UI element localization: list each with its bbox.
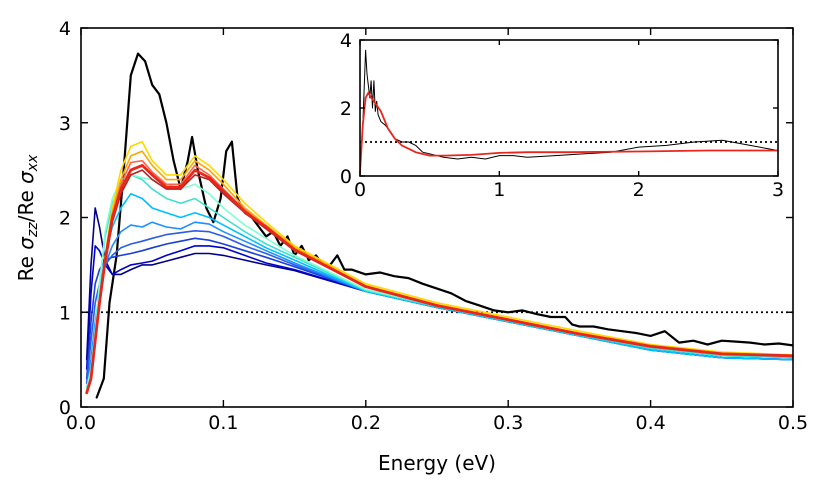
main-series-c11: [85, 159, 793, 394]
main-x-tick-label: 0.0: [66, 412, 96, 434]
main-series-calc: [85, 163, 793, 395]
main-y-tick-label: 3: [59, 113, 71, 135]
y-label-part: Re: [14, 250, 38, 282]
y-axis-label: Re σzz/Re σxx: [14, 154, 41, 281]
y-label-part: xx: [25, 154, 41, 172]
main-series-c8: [85, 174, 793, 389]
y-label-part: σ: [14, 170, 38, 184]
inset-series-group: [360, 49, 778, 174]
inset-background: [360, 40, 778, 176]
main-x-tick-label: 0.5: [778, 412, 808, 434]
main-series-c10: [85, 150, 793, 394]
main-x-tick-label: 0.4: [635, 412, 665, 434]
main-y-tick-label: 0: [59, 397, 71, 419]
main-x-tick-label: 0.2: [351, 412, 381, 434]
main-plot: 0.0 0.1 0.2 0.3 0.4 0.5 0 1 2 3 4: [59, 18, 808, 434]
y-label-part: zz: [25, 222, 41, 238]
inset-y-tick-label: 2: [340, 98, 352, 120]
main-x-tick-label: 0.3: [493, 412, 523, 434]
inset-series-calc: [360, 91, 778, 174]
inset-x-tick-label: 0: [354, 179, 366, 201]
main-series-c9: [85, 140, 793, 394]
inset-x-tick-label: 3: [772, 179, 784, 201]
x-axis-label: Energy (eV): [378, 451, 496, 475]
main-series-group: [85, 52, 793, 399]
inset-plot: 0 1 2 3 0 2 4: [340, 30, 784, 201]
inset-y-tick-label: 0: [340, 166, 352, 188]
y-label-part: σ: [14, 236, 38, 250]
main-series-c7: [85, 174, 793, 389]
main-y-tick-label: 2: [59, 208, 71, 230]
main-y-tick-label: 1: [59, 302, 71, 324]
main-series-c12: [85, 169, 793, 394]
inset-y-tick-label: 4: [340, 30, 352, 52]
main-y-tick-label: 4: [59, 18, 71, 40]
inset-x-tick-label: 2: [633, 179, 645, 201]
main-x-tick-label: 0.1: [208, 412, 238, 434]
inset-x-tick-label: 1: [493, 179, 505, 201]
y-label-part: /Re: [14, 184, 38, 222]
